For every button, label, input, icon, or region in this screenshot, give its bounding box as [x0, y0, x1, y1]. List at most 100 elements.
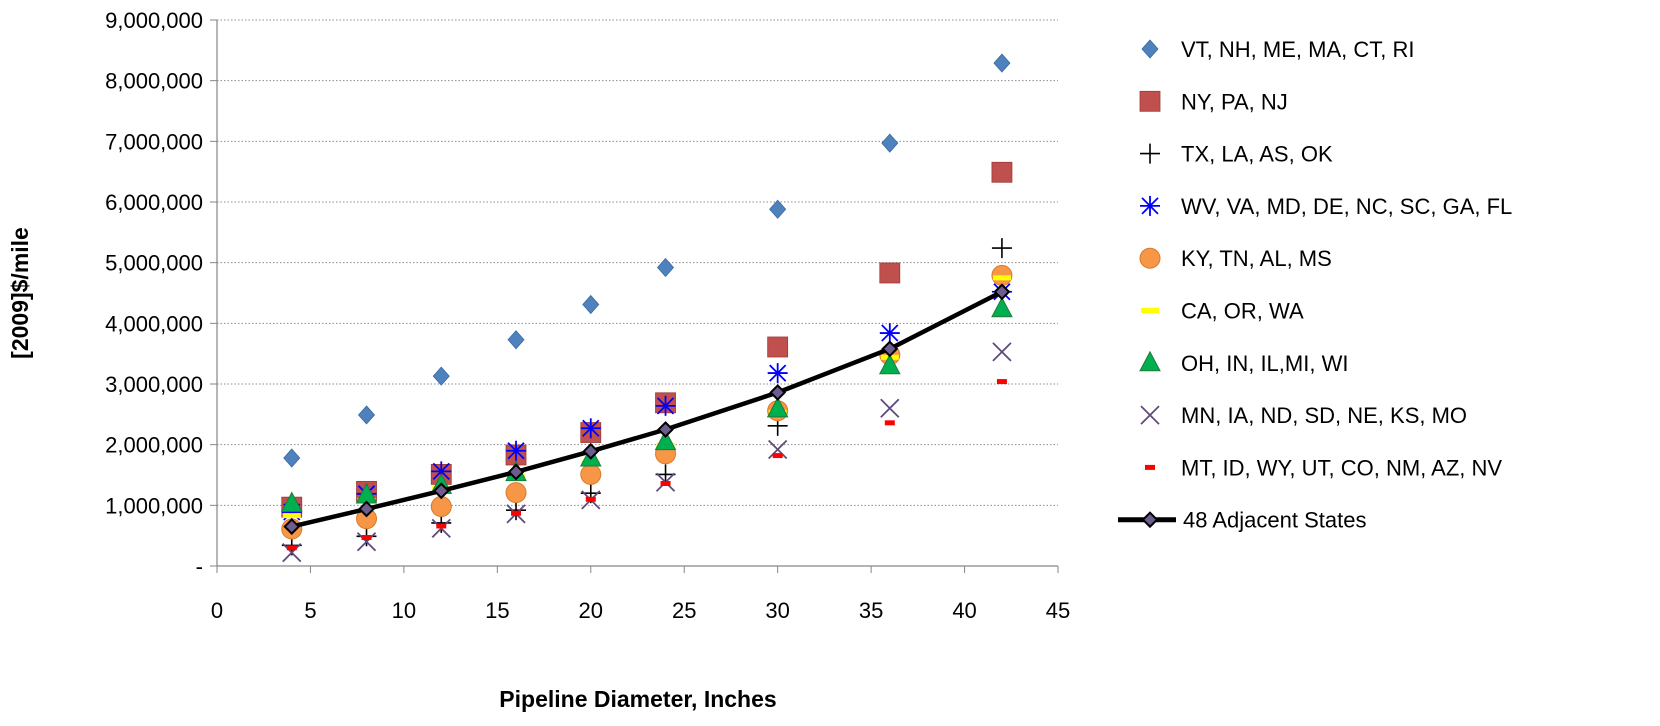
- series-8: [286, 379, 1007, 551]
- data-point: [280, 491, 303, 513]
- legend-item: WV, VA, MD, DE, NC, SC, GA, FL: [1140, 194, 1512, 219]
- series-0: [283, 53, 1011, 468]
- data-point: [880, 398, 900, 418]
- data-point: [660, 480, 671, 486]
- x-tick-label: 35: [859, 598, 883, 623]
- data-point: [507, 463, 525, 481]
- legend-label: MN, IA, ND, SD, NE, KS, MO: [1181, 403, 1467, 428]
- data-point: [582, 294, 600, 315]
- y-tick-label: 4,000,000: [105, 311, 203, 336]
- data-point: [657, 421, 674, 438]
- y-axis-title: [2009]$/mile: [7, 227, 33, 359]
- data-point: [580, 418, 601, 439]
- legend: VT, NH, ME, MA, CT, RI NY, PA, NJ TX, LA, …: [1118, 37, 1512, 533]
- data-point: [879, 262, 901, 284]
- legend-label: KY, TN, AL, MS: [1181, 246, 1332, 271]
- legend-label: NY, PA, NJ: [1181, 89, 1288, 114]
- x-tick-label: 45: [1046, 598, 1070, 623]
- data-point: [432, 482, 450, 500]
- data-point: [991, 296, 1013, 318]
- data-point: [506, 500, 527, 521]
- series-7: [282, 342, 1012, 563]
- legend-marker: [1140, 195, 1160, 216]
- data-point: [507, 330, 525, 350]
- data-point: [286, 545, 297, 551]
- data-point: [768, 439, 788, 460]
- x-tick-label: 40: [952, 598, 976, 623]
- x-tick-label: 30: [765, 598, 789, 623]
- axes: - 1,000,000 2,000,000 3,000,000 4,000,000 5,0…: [105, 8, 1070, 623]
- legend-item: NY, PA, NJ: [1139, 89, 1288, 114]
- legend-marker: [1145, 464, 1155, 470]
- data-point: [878, 353, 901, 375]
- series-2: [281, 238, 1012, 556]
- legend-marker: [1141, 308, 1159, 313]
- x-tick-label: 5: [304, 598, 316, 623]
- data-point: [884, 420, 895, 426]
- data-point: [993, 53, 1011, 73]
- y-tick-label: 6,000,000: [105, 190, 203, 215]
- legend-label: CA, OR, WA: [1181, 299, 1304, 324]
- legend-label: VT, NH, ME, MA, CT, RI: [1181, 37, 1414, 62]
- data-point: [432, 366, 450, 386]
- legend-label: WV, VA, MD, DE, NC, SC, GA, FL: [1181, 194, 1512, 219]
- legend-item: MT, ID, WY, UT, CO, NM, AZ, NV: [1145, 455, 1502, 480]
- legend-item: TX, LA, AS, OK: [1140, 142, 1333, 167]
- data-point: [357, 405, 376, 425]
- data-point: [996, 379, 1007, 385]
- data-point: [582, 442, 600, 460]
- series-5: [282, 275, 1011, 519]
- series-6: [280, 296, 1013, 513]
- data-point: [436, 523, 447, 529]
- gridlines: [217, 19, 1058, 506]
- legend-marker: [1141, 39, 1159, 59]
- x-tick-label: 25: [672, 598, 696, 623]
- data-point: [656, 257, 675, 278]
- data-point: [767, 363, 788, 384]
- data-point: [769, 384, 787, 401]
- legend-item: KY, TN, AL, MS: [1139, 246, 1332, 271]
- x-axis-title: Pipeline Diameter, Inches: [499, 686, 776, 712]
- data-point: [881, 133, 899, 153]
- x-tick-label: 20: [579, 598, 603, 623]
- legend-marker: [1139, 90, 1161, 112]
- data-point: [506, 440, 527, 461]
- data-point: [585, 496, 596, 502]
- data-point: [580, 463, 602, 485]
- series-1: [281, 161, 1013, 518]
- data-point: [769, 199, 787, 219]
- data-point: [881, 340, 899, 358]
- legend-label: TX, LA, AS, OK: [1181, 142, 1333, 167]
- x-tick-label: 0: [211, 598, 223, 623]
- y-tick-label: 9,000,000: [105, 8, 203, 33]
- y-tick-label: 3,000,000: [105, 372, 203, 397]
- data-point: [991, 238, 1012, 259]
- y-tick-label: 5,000,000: [105, 251, 203, 276]
- y-tick-label: -: [196, 554, 203, 579]
- data-point: [766, 396, 789, 418]
- data-point: [282, 513, 301, 519]
- data-point: [358, 500, 375, 518]
- series-3: [281, 281, 1012, 523]
- data-point: [879, 323, 900, 344]
- data-point: [356, 532, 377, 552]
- legend-item: MN, IA, ND, SD, NE, KS, MO: [1140, 403, 1467, 428]
- legend-item: OH, IN, IL,MI, WI: [1139, 350, 1348, 376]
- data-point: [991, 161, 1013, 183]
- legend-item: CA, OR, WA: [1141, 299, 1304, 324]
- data-point: [505, 482, 527, 504]
- data-point: [282, 543, 302, 563]
- series-9: [283, 283, 1011, 535]
- legend-item: 48 Adjacent States: [1118, 508, 1366, 533]
- y-tick-label: 8,000,000: [105, 69, 203, 94]
- legend-label: 48 Adjacent States: [1183, 508, 1366, 533]
- data-point: [992, 275, 1011, 281]
- legend-marker: [1139, 247, 1161, 269]
- legend-item: VT, NH, ME, MA, CT, RI: [1141, 37, 1414, 62]
- legend-marker: [1141, 511, 1159, 529]
- data-point: [283, 448, 301, 468]
- data-point: [772, 453, 783, 459]
- data-point: [767, 336, 789, 358]
